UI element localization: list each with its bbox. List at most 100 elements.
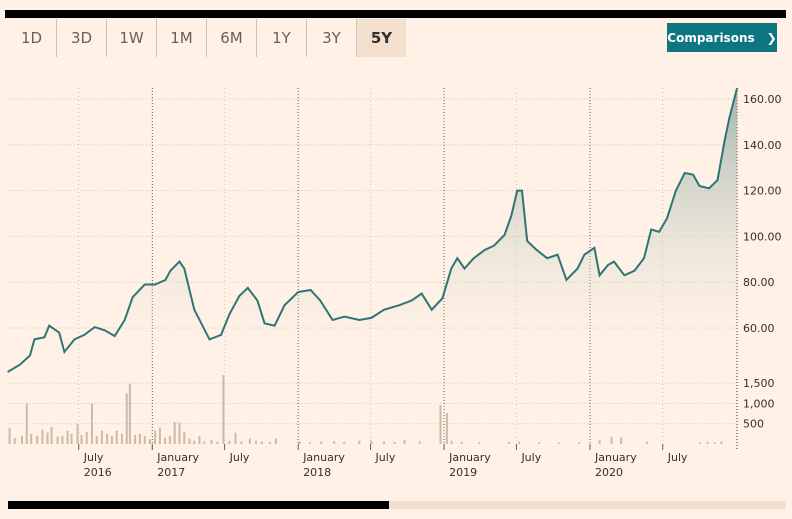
comparisons-button[interactable]: Comparisons ❯	[667, 23, 777, 52]
volume-bar	[50, 426, 53, 444]
x-tick-month: January	[594, 451, 637, 464]
volume-bar	[36, 435, 39, 444]
volume-bar	[115, 430, 118, 444]
price-tick-label: 60.00	[743, 322, 775, 335]
price-tick-label: 80.00	[743, 276, 775, 289]
x-tick-month: July	[667, 451, 688, 464]
volume-bar	[143, 435, 146, 444]
volume-bar	[70, 433, 73, 444]
price-tick-label: 120.00	[743, 185, 782, 198]
x-tick-month: July	[229, 451, 250, 464]
volume-tick-label: 500	[743, 418, 764, 431]
x-tick-month: July	[520, 451, 541, 464]
volume-bar	[439, 405, 442, 444]
volume-bar	[274, 438, 277, 444]
tab-6m[interactable]: 6M	[207, 19, 257, 57]
volume-bar	[445, 413, 448, 444]
volume-bar	[370, 440, 373, 444]
volume-bar	[620, 437, 623, 444]
volume-bar	[178, 422, 181, 444]
volume-bar	[154, 430, 157, 444]
tab-3d[interactable]: 3D	[57, 19, 107, 57]
x-tick-month: January	[302, 451, 345, 464]
volume-bar	[343, 441, 346, 444]
price-tick-label: 160.00	[743, 93, 782, 106]
price-area	[7, 88, 738, 372]
volume-bar	[158, 427, 161, 444]
volume-bar	[298, 441, 301, 444]
volume-bar	[713, 442, 716, 444]
volume-bar	[193, 440, 196, 444]
volume-bar	[538, 442, 541, 444]
volume-bar	[508, 441, 511, 444]
volume-bar	[308, 442, 311, 444]
volume-bar	[85, 431, 88, 444]
volume-bar	[41, 429, 44, 444]
volume-bar	[720, 441, 723, 444]
volume-bar	[110, 435, 113, 444]
range-tabs: 1D 3D 1W 1M 6M 1Y 3Y 5Y	[7, 19, 406, 57]
volume-bar	[164, 437, 167, 444]
volume-bar	[403, 439, 406, 444]
volume-bar	[698, 442, 701, 444]
x-tick-month: July	[375, 451, 396, 464]
volume-bar	[558, 442, 561, 444]
x-tick-year: 2018	[303, 466, 331, 479]
volume-bar	[198, 435, 201, 444]
volume-bar	[106, 433, 109, 444]
volume-bar	[173, 422, 176, 444]
volume-bar	[578, 442, 581, 444]
volume-bar	[66, 430, 69, 444]
volume-bar	[610, 436, 613, 444]
volume-bar	[76, 423, 79, 444]
x-tick-year: 2019	[449, 466, 477, 479]
volume-bar	[13, 437, 16, 444]
volume-bar	[138, 433, 141, 444]
volume-bar	[268, 441, 271, 444]
x-tick-year: 2016	[84, 466, 112, 479]
volume-bar	[56, 436, 59, 444]
tab-1d[interactable]: 1D	[7, 19, 57, 57]
x-tick-year: 2017	[157, 466, 185, 479]
top-rule	[5, 10, 786, 18]
tab-3y[interactable]: 3Y	[307, 19, 357, 57]
volume-bar	[646, 441, 649, 444]
x-tick-month: July	[83, 451, 104, 464]
volume-bar	[125, 393, 128, 444]
tab-1m[interactable]: 1M	[157, 19, 207, 57]
volume-bar	[203, 441, 206, 444]
x-tick-year: 2020	[595, 466, 623, 479]
price-tick-label: 140.00	[743, 139, 782, 152]
volume-bar	[240, 441, 243, 444]
volume-bar	[25, 403, 28, 444]
volume-bar	[216, 441, 219, 444]
volume-bar	[478, 442, 481, 444]
volume-bar	[254, 440, 257, 444]
volume-tick-label: 1,000	[743, 397, 775, 410]
volume-bar	[320, 441, 323, 444]
x-tick-month: January	[156, 451, 199, 464]
tab-5y[interactable]: 5Y	[357, 19, 406, 57]
comparisons-label: Comparisons	[667, 30, 755, 45]
volume-bar	[120, 433, 123, 444]
volume-bar	[20, 435, 23, 444]
volume-bar	[90, 403, 93, 444]
tab-1y[interactable]: 1Y	[257, 19, 307, 57]
volume-bar	[418, 441, 421, 444]
price-tick-label: 100.00	[743, 230, 782, 243]
volume-bar	[100, 430, 103, 444]
volume-bar	[518, 441, 521, 444]
volume-bar	[46, 432, 49, 444]
tab-1w[interactable]: 1W	[107, 19, 157, 57]
range-scrollbar-track[interactable]	[389, 501, 786, 509]
volume-bar	[128, 383, 131, 444]
volume-bar	[260, 441, 263, 444]
volume-bar	[61, 435, 64, 444]
volume-bar	[598, 440, 601, 444]
price-line	[7, 87, 739, 373]
range-scrollbar-thumb[interactable]	[8, 501, 389, 509]
volume-bar	[148, 439, 151, 444]
volume-bar	[460, 441, 463, 444]
volume-tick-label: 1,500	[743, 377, 775, 390]
